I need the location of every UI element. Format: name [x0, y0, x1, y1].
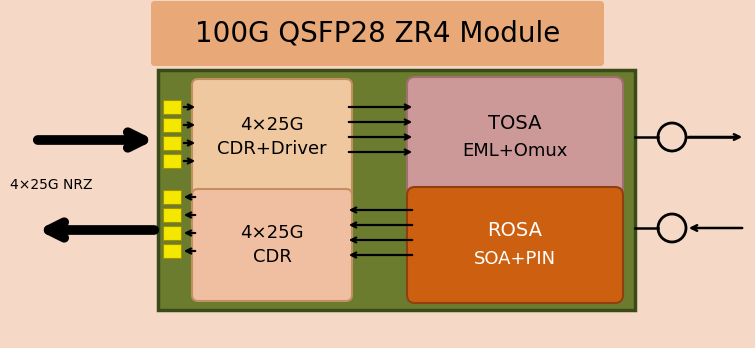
Bar — [163, 208, 181, 222]
Bar — [163, 118, 181, 132]
Bar — [163, 100, 181, 114]
Bar — [163, 136, 181, 150]
Bar — [163, 226, 181, 240]
FancyBboxPatch shape — [407, 77, 623, 198]
Text: ROSA: ROSA — [488, 221, 543, 240]
Text: 4×25G NRZ: 4×25G NRZ — [10, 178, 93, 192]
Bar — [163, 154, 181, 168]
Text: TOSA: TOSA — [488, 114, 542, 133]
FancyBboxPatch shape — [151, 1, 604, 66]
Text: CDR+Driver: CDR+Driver — [217, 141, 327, 158]
Bar — [163, 190, 181, 204]
Bar — [163, 244, 181, 258]
Text: 100G QSFP28 ZR4 Module: 100G QSFP28 ZR4 Module — [195, 19, 560, 47]
Text: EML+Omux: EML+Omux — [462, 142, 568, 160]
Text: SOA+PIN: SOA+PIN — [474, 250, 556, 268]
Text: 4×25G: 4×25G — [240, 117, 304, 134]
Text: CDR: CDR — [253, 248, 291, 266]
Text: 4×25G: 4×25G — [240, 224, 304, 242]
FancyBboxPatch shape — [192, 79, 352, 196]
FancyBboxPatch shape — [192, 189, 352, 301]
Bar — [158, 70, 635, 310]
FancyBboxPatch shape — [407, 187, 623, 303]
